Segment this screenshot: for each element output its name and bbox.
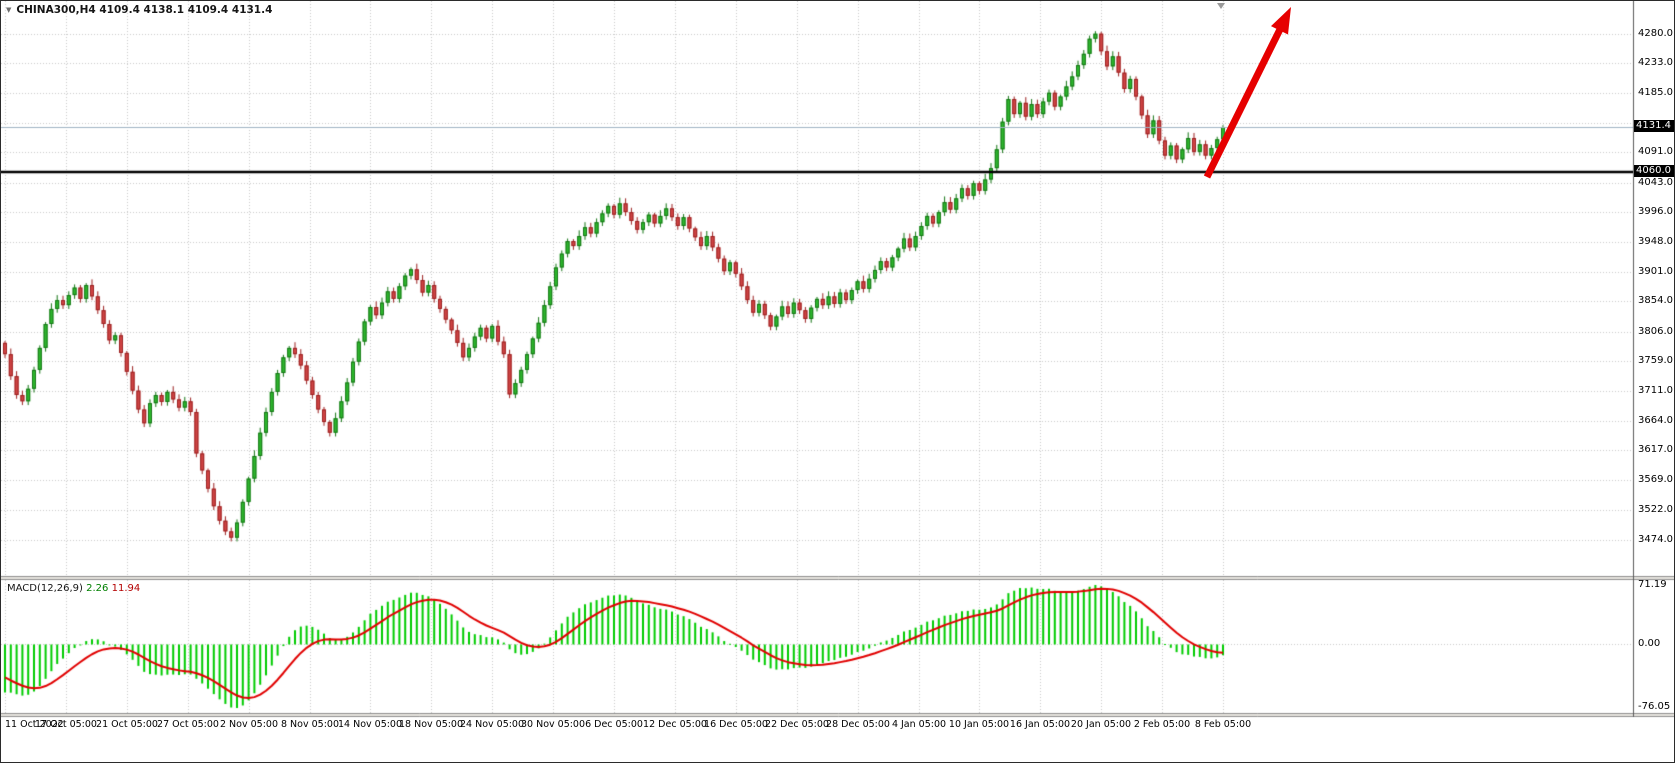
price-axis-label: 3569.0 [1638,474,1673,486]
time-axis-label: 14 Nov 05:00 [337,719,403,730]
price-axis-label: 4185.0 [1638,87,1673,99]
time-axis-label: 16 Jan 05:00 [1009,719,1071,730]
time-axis-label: 28 Dec 05:00 [826,719,890,730]
time-axis-label: 8 Nov 05:00 [280,719,340,730]
macd-scale-zero: 0.00 [1638,638,1661,650]
time-axis-label: 30 Nov 05:00 [520,719,586,730]
price-axis-label: 3806.0 [1638,325,1673,337]
price-axis-label: 4091.0 [1638,146,1673,158]
price-axis-label: 4043.0 [1638,176,1673,188]
time-axis-label: 4 Jan 05:00 [891,719,947,730]
bid-price-tag: 4131.4 [1634,120,1674,133]
time-axis-label: 2 Feb 05:00 [1133,719,1191,730]
price-axis-label: 3996.0 [1638,206,1673,218]
macd-name: MACD(12,26,9) [7,583,83,594]
time-axis-label: 11 Oct 2022 [5,719,64,730]
macd-indicator-label: MACD(12,26,9) 2.26 11.94 [7,583,140,594]
symbol-title: CHINA300,H4 4109.4 4138.1 4109.4 4131.4 [16,4,273,16]
time-axis-label: 12 Dec 05:00 [643,719,707,730]
price-axis-label: 3474.0 [1638,534,1673,546]
price-axis-label: 4280.0 [1638,27,1673,39]
time-axis-label: 27 Oct 05:00 [157,719,219,730]
price-axis-label: 3617.0 [1638,444,1673,456]
macd-scale-max: 71.19 [1638,579,1667,590]
price-axis-label: 3901.0 [1638,265,1673,277]
macd-main-value: 2.26 [86,583,109,594]
chart-shift-marker-icon[interactable] [1217,3,1225,9]
time-axis-label: 2 Nov 05:00 [219,719,279,730]
time-axis-label: 22 Dec 05:00 [765,719,829,730]
price-axis-label: 3522.0 [1638,504,1673,516]
price-axis-label: 4233.0 [1638,57,1673,69]
time-axis-label: 16 Dec 05:00 [704,719,768,730]
time-axis-label: 21 Oct 05:00 [96,719,158,730]
price-axis-label: 3759.0 [1638,355,1673,367]
time-axis-label: 20 Jan 05:00 [1070,719,1132,730]
time-axis-label: 18 Nov 05:00 [398,719,464,730]
macd-signal-value: 11.94 [111,583,141,594]
symbol-dropdown-icon[interactable]: ▼ [6,6,12,14]
price-axis-label: 3664.0 [1638,414,1673,426]
support-level-tag: 4060.0 [1634,164,1674,177]
time-axis-label: 8 Feb 05:00 [1194,719,1252,730]
time-axis-label: 17 Oct 05:00 [35,719,97,730]
symbol-ohlc-label: ▼ CHINA300,H4 4109.4 4138.1 4109.4 4131.… [6,4,272,16]
time-axis-label: 6 Dec 05:00 [585,719,643,730]
time-axis-label: 10 Jan 05:00 [948,719,1010,730]
macd-scale-min: -76.05 [1638,701,1671,712]
price-axis-label: 3854.0 [1638,295,1673,307]
time-axis-label: 24 Nov 05:00 [459,719,525,730]
price-axis-label: 3711.0 [1638,385,1673,397]
price-axis-label: 3948.0 [1638,236,1673,248]
